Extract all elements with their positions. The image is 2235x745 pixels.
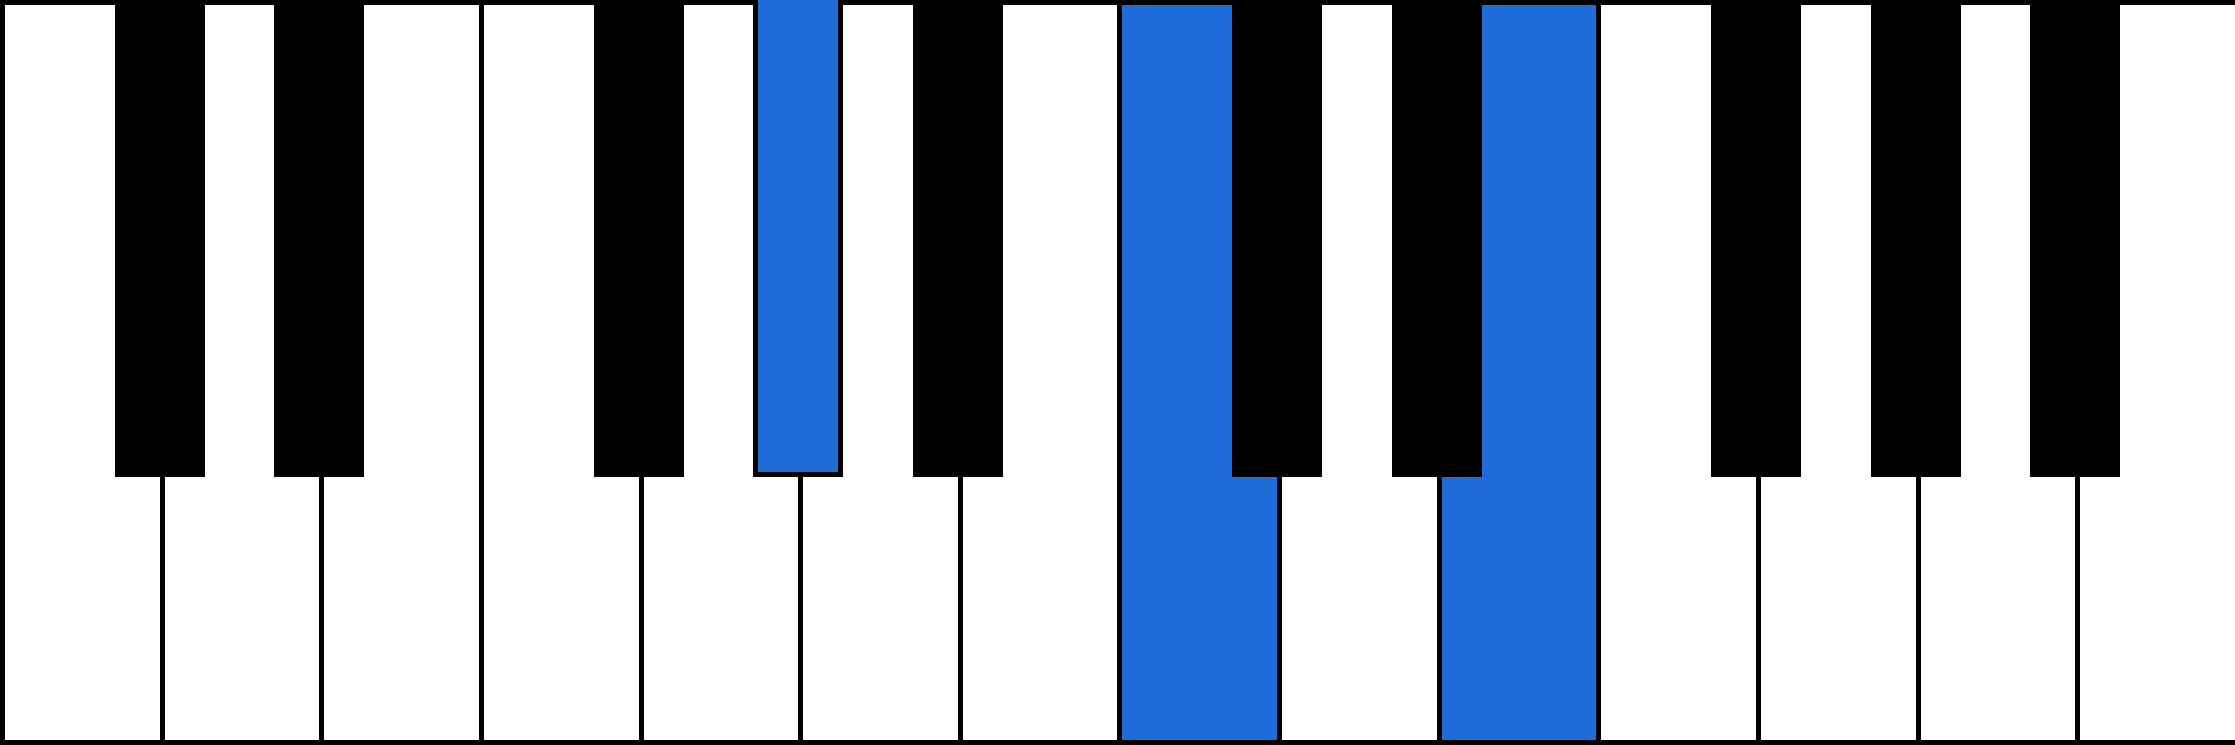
black-key-gsharp-11 bbox=[1871, 0, 1961, 477]
black-key-dsharp-1 bbox=[274, 0, 364, 477]
black-key-gsharp-4 bbox=[753, 0, 843, 477]
black-key-fsharp-3 bbox=[594, 0, 684, 477]
black-key-dsharp-8 bbox=[1392, 0, 1482, 477]
piano-keyboard bbox=[0, 0, 2235, 745]
black-key-csharp-7 bbox=[1232, 0, 1322, 477]
black-key-asharp-5 bbox=[913, 0, 1003, 477]
black-key-fsharp-10 bbox=[1711, 0, 1801, 477]
black-key-csharp-0 bbox=[115, 0, 205, 477]
black-key-asharp-12 bbox=[2030, 0, 2120, 477]
